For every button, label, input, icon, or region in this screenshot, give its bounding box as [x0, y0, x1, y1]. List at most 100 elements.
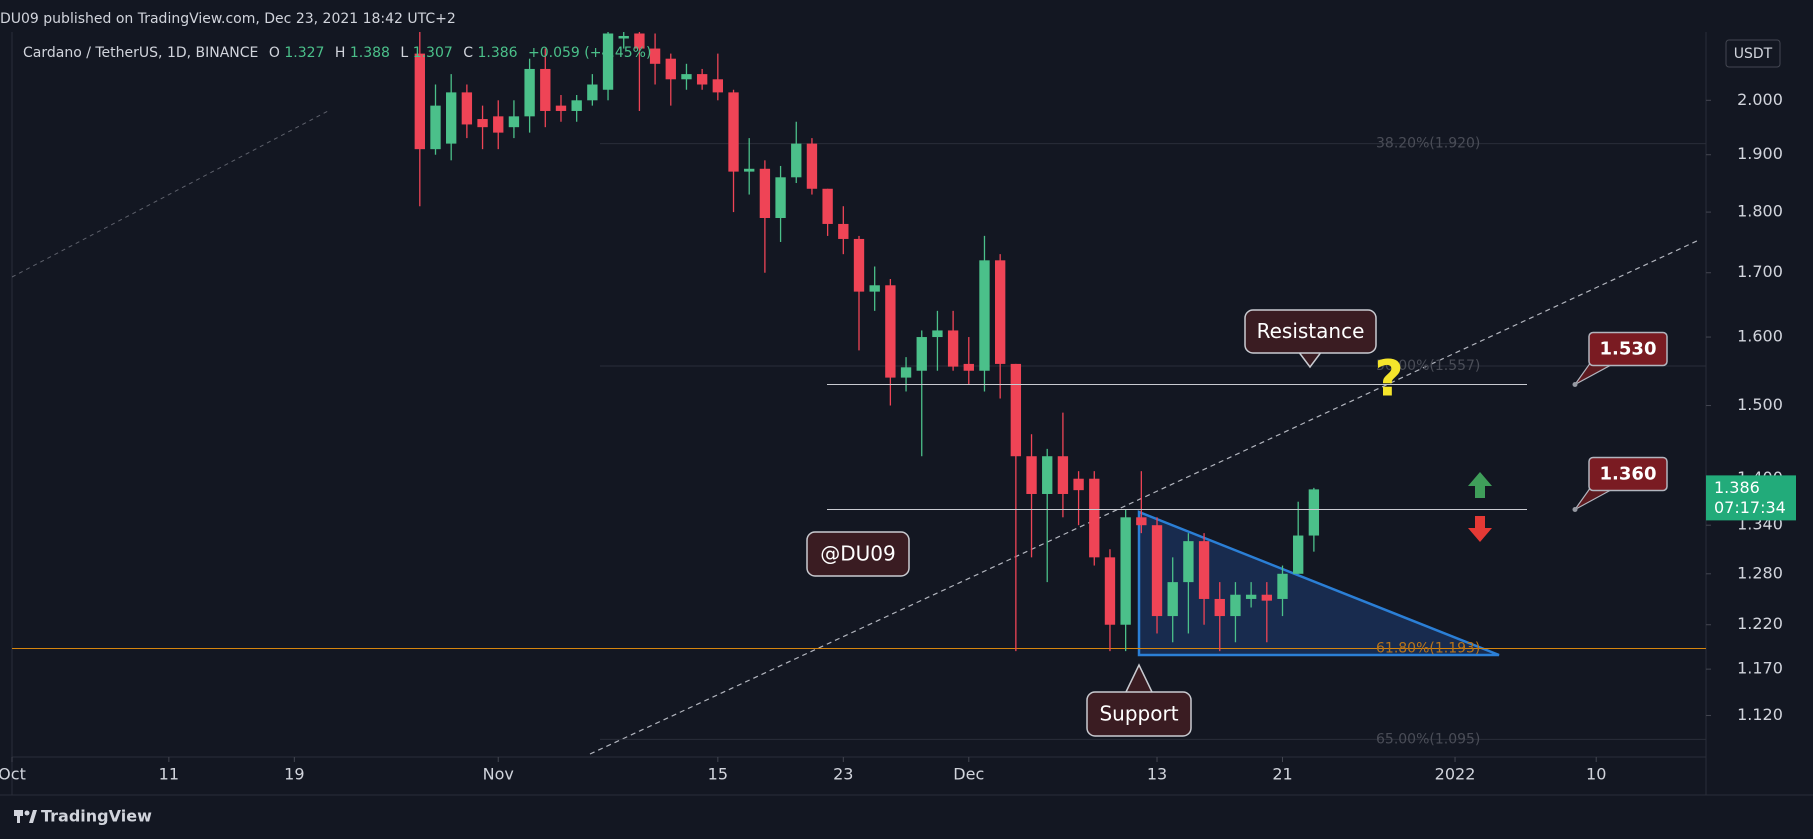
y-tick-label: 1.220 — [1737, 614, 1783, 633]
candle-body — [540, 68, 551, 111]
candle-body — [822, 188, 833, 224]
annotations: 1.530 1.360 Resistance Support @DU09? — [806, 309, 1668, 737]
x-tick-label: 23 — [833, 765, 853, 784]
candle-body — [853, 238, 865, 292]
legend-low: 1.307 — [413, 45, 453, 61]
legend-change: +0.059 (+4.45%) — [528, 45, 651, 61]
x-tick-label: 19 — [284, 765, 304, 784]
x-tick-label: 15 — [708, 765, 728, 784]
candle-body — [1151, 525, 1163, 617]
candle-body — [994, 260, 1006, 364]
old-trendline — [12, 109, 331, 278]
candle-body — [477, 119, 488, 128]
x-tick-label: 21 — [1272, 765, 1292, 784]
candle-body — [649, 48, 661, 64]
countdown-label: 07:17:34 — [1714, 498, 1786, 517]
candle-body — [461, 92, 473, 125]
candle-body — [524, 68, 535, 117]
candle-body — [602, 33, 614, 90]
logo-part — [17, 810, 20, 823]
candle-body — [1089, 478, 1100, 558]
brand: TradingView — [41, 807, 152, 826]
up-arrow — [1468, 472, 1492, 498]
candle-body — [932, 330, 943, 338]
candle-body — [869, 285, 880, 292]
candle-body — [1214, 598, 1225, 617]
currency-box — [1725, 39, 1781, 68]
x-tick-label: 2022 — [1435, 765, 1476, 784]
watermark-box — [806, 531, 910, 577]
candle-body — [587, 84, 598, 101]
logo-part — [29, 810, 37, 823]
brand-logo — [14, 810, 37, 823]
candle-body — [571, 100, 582, 111]
candle-body — [728, 92, 739, 172]
last-price-label: 1.386 — [1714, 478, 1760, 497]
candle-body — [681, 74, 692, 80]
x-tick-label: 10 — [1586, 765, 1606, 784]
symbol-legend: Cardano / TetherUS, 1D, BINANCE O 1.327 … — [23, 45, 651, 61]
y-tick-label: 1.280 — [1737, 563, 1783, 582]
candle-body — [1026, 456, 1037, 494]
candle-body — [1293, 535, 1304, 574]
plot-area: 38.20%(1.920) 50.00%(1.557) 61.80%(1.193) 6… — [12, 32, 1706, 755]
y-tick-label: 1.800 — [1737, 202, 1783, 221]
descending-triangle — [1137, 510, 1500, 657]
candle-body — [1183, 541, 1194, 583]
candle-body — [1230, 594, 1241, 617]
candle-body — [696, 74, 708, 85]
legend-prefix: H — [335, 45, 346, 61]
candle-body — [430, 105, 441, 150]
candle-body — [759, 168, 771, 218]
candle-body — [712, 79, 724, 93]
x-tick-label: Oct — [0, 765, 26, 784]
y-tick-label: 1.120 — [1737, 705, 1783, 724]
callout-anchor — [1572, 382, 1578, 388]
candle-body — [555, 105, 567, 111]
candle-body — [1167, 582, 1178, 617]
y-tick-label: 2.000 — [1737, 90, 1783, 109]
fib-label: 38.20%(1.920) — [1376, 136, 1480, 152]
candle-body — [1308, 489, 1320, 536]
candle-body — [414, 53, 425, 150]
last-price-box — [1706, 475, 1796, 521]
candle-body — [916, 337, 927, 371]
x-tick-label: Dec — [953, 765, 984, 784]
y-tick-label: 1.500 — [1737, 395, 1783, 414]
candle-body — [493, 116, 504, 133]
candle-body — [963, 363, 974, 371]
candle-body — [791, 143, 802, 178]
candle-body — [1277, 573, 1288, 599]
fib-label: 65.00%(1.095) — [1376, 731, 1480, 747]
candle-body — [1261, 594, 1272, 601]
fib-label: 50.00%(1.557) — [1376, 358, 1480, 374]
legend-close: 1.386 — [477, 45, 517, 61]
candle-body — [618, 35, 629, 39]
callout-label: 1.360 — [1600, 463, 1657, 484]
y-tick-label: 1.170 — [1737, 659, 1783, 678]
legend-prefix: C — [463, 45, 473, 61]
candle-body — [1042, 456, 1053, 494]
logo-part — [24, 810, 30, 816]
y-tick-label: 1.600 — [1737, 327, 1783, 346]
candle-body — [947, 330, 959, 367]
candle-body — [1245, 594, 1257, 599]
symbol: Cardano / TetherUS, 1D, BINANCE — [23, 45, 258, 61]
resistance-label: Resistance — [1257, 319, 1365, 343]
candle-body — [1073, 478, 1084, 491]
candle-body — [1120, 517, 1131, 625]
legend-open: 1.327 — [284, 45, 324, 61]
x-tick-label: 13 — [1147, 765, 1167, 784]
candle-body — [979, 260, 990, 371]
legend-high: 1.388 — [350, 45, 390, 61]
candle-body — [508, 116, 520, 128]
x-tick-label: Nov — [483, 765, 514, 784]
fib-label: 61.80%(1.193) — [1376, 640, 1480, 656]
candle-body — [665, 58, 676, 80]
down-arrow — [1468, 516, 1492, 542]
trendline — [589, 239, 1700, 755]
support-box — [1086, 691, 1192, 737]
candle-body — [634, 33, 645, 49]
